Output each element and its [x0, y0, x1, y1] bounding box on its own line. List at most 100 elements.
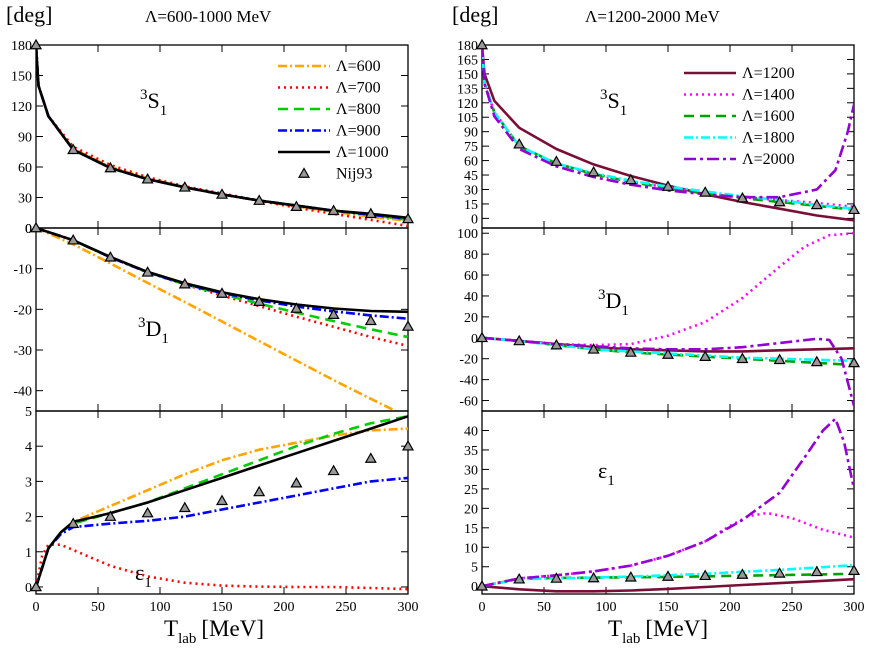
y-tick-label: 15 — [464, 198, 478, 213]
y-tick-label: 40 — [464, 290, 478, 305]
series-line-lambda-800 — [36, 415, 408, 588]
curves — [482, 45, 854, 222]
nij93-point — [550, 338, 563, 350]
nij93-point — [327, 464, 340, 476]
y-tick-label: -10 — [13, 263, 32, 278]
y-tick-label: -60 — [459, 395, 478, 410]
series-line-lambda-1000 — [36, 415, 408, 588]
series-line-lambda-2000 — [482, 45, 854, 199]
y-tick-label: 100 — [457, 227, 478, 242]
nij93-point — [810, 565, 823, 577]
series-line-lambda-1400 — [482, 231, 854, 347]
nij93-point — [290, 302, 303, 313]
y-tick-label: 30 — [18, 192, 32, 207]
x-tick-label: 250 — [782, 600, 803, 615]
nij93-point — [587, 165, 600, 177]
x-tick-label: 0 — [479, 600, 486, 615]
nij93-point — [624, 346, 637, 357]
nij93-point — [661, 348, 675, 359]
panel-l1: 0 30 60 90 120 150 180 3S1 — [11, 38, 415, 237]
nij93-point — [67, 143, 80, 155]
nij93-point — [327, 308, 340, 319]
plot-frame — [481, 410, 855, 595]
y-tick-label: 105 — [457, 111, 478, 126]
nij93-point — [104, 510, 117, 521]
plot-frame — [35, 227, 409, 412]
x-tick-label: 100 — [596, 600, 617, 615]
y-tick-label: 0 — [471, 332, 478, 347]
nij93-point — [475, 38, 489, 50]
legend-label: Λ=1000 — [336, 144, 389, 161]
right-x-label: Tlab [MeV] — [608, 616, 708, 647]
nij93-point — [699, 350, 712, 361]
curves — [36, 228, 408, 411]
y-tick-label: 30 — [464, 463, 478, 478]
series-line-lambda-700 — [36, 543, 408, 591]
y-tick-label: 20 — [464, 311, 478, 326]
y-tick-label: 80 — [464, 248, 478, 263]
nij93-point — [253, 295, 266, 306]
panel-r2: -60 -40 -20 0 20 40 60 80 100 3D1 — [457, 227, 861, 412]
y-tick-label: 60 — [18, 161, 32, 176]
nij93-point — [847, 203, 861, 215]
nij93-point — [810, 198, 823, 210]
y-tick-label: 0 — [471, 580, 478, 595]
nij93-point — [29, 580, 43, 592]
panel-label: ε1 — [598, 458, 615, 489]
x-tick-label: 150 — [658, 600, 679, 615]
left-x-label: Tlab [MeV] — [164, 616, 264, 647]
nij93-point — [141, 266, 154, 277]
right-y-label: [deg] — [452, 2, 498, 27]
nij93-point — [29, 221, 43, 233]
nij93-point — [401, 439, 415, 451]
x-tick-label: 300 — [844, 600, 865, 615]
nij93-point — [290, 200, 303, 211]
y-tick-label: 0 — [25, 222, 32, 237]
x-tick-label: 250 — [336, 600, 357, 615]
nij93-point — [215, 494, 229, 506]
nij93-point — [475, 331, 489, 343]
nij93-point — [550, 572, 563, 583]
nij93-point — [401, 212, 415, 224]
x-tick-label: 50 — [537, 600, 551, 615]
y-tick-label: 180 — [457, 39, 478, 54]
curves — [36, 415, 408, 591]
legend-label: Λ=1200 — [742, 65, 795, 82]
legend-label: Λ=900 — [336, 123, 381, 140]
y-tick-label: 30 — [464, 183, 478, 198]
nij93-point — [773, 567, 786, 578]
nij93-point — [475, 580, 489, 591]
legend-label: Λ=800 — [336, 101, 381, 118]
nij93-point — [699, 186, 712, 197]
legend-label: Λ=2000 — [742, 151, 795, 168]
nij93-point — [364, 452, 377, 463]
nij93-point — [141, 506, 154, 518]
nij93-point — [587, 343, 600, 354]
series-line-lambda-1800 — [482, 336, 854, 363]
nij93-point — [736, 352, 749, 364]
nij93-point — [661, 570, 675, 581]
legend-label: Λ=1400 — [742, 87, 795, 104]
y-tick-label: 2 — [25, 511, 32, 526]
y-tick-label: 0 — [471, 212, 478, 227]
series-line-lambda-1600 — [482, 572, 854, 588]
y-tick-label: -30 — [13, 344, 32, 359]
series-line-lambda-600 — [36, 427, 408, 588]
nij93-point — [104, 161, 117, 173]
y-tick-label: 1 — [25, 546, 32, 561]
legend-label: Λ=1600 — [742, 108, 795, 125]
y-tick-label: 60 — [464, 155, 478, 170]
y-tick-label: 120 — [11, 100, 32, 115]
nij93-point — [736, 568, 749, 579]
x-tick-label: 200 — [720, 600, 741, 615]
series-line-lambda-1000 — [36, 228, 408, 314]
x-tick-label: 150 — [212, 600, 233, 615]
nij93-point — [661, 180, 675, 191]
y-tick-label: 4 — [25, 440, 32, 455]
nij93-point — [847, 356, 861, 368]
panel-label: 3D1 — [598, 287, 629, 319]
y-tick-label: 90 — [18, 131, 32, 146]
y-tick-label: 40 — [464, 424, 478, 439]
panel-label: 3S1 — [140, 87, 167, 119]
